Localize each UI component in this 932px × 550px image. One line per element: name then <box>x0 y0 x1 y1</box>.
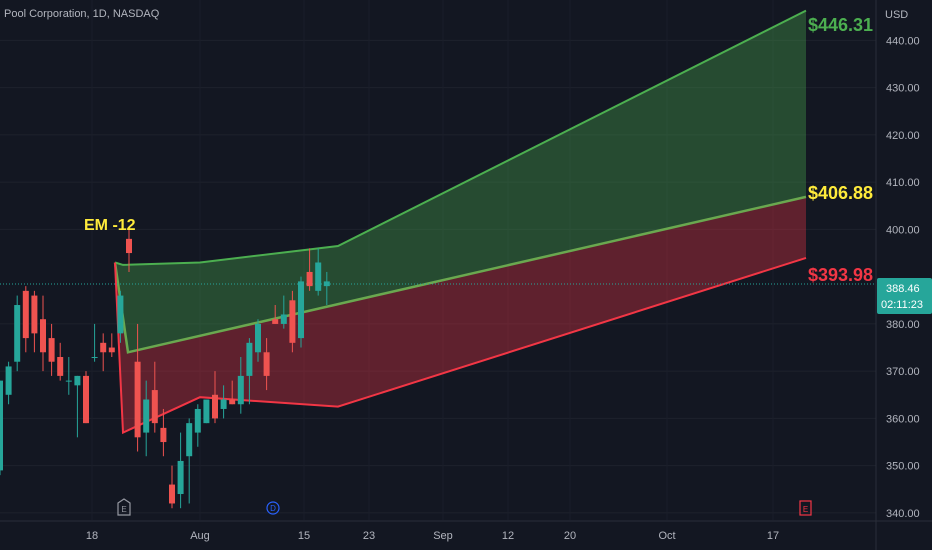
candle[interactable] <box>169 465 175 509</box>
candle[interactable] <box>143 380 150 457</box>
candle[interactable] <box>57 342 64 381</box>
time-tick-label: Sep <box>433 530 453 542</box>
candle[interactable] <box>134 323 141 452</box>
symbol-title[interactable]: Pool Corporation, 1D, NASDAQ <box>4 8 160 20</box>
candle[interactable] <box>177 432 184 509</box>
candle[interactable] <box>272 305 279 324</box>
price-tick-label: 340.00 <box>886 508 920 520</box>
candle[interactable] <box>40 295 46 372</box>
candle[interactable] <box>229 380 236 405</box>
candle[interactable] <box>126 229 132 272</box>
time-tick-label: 23 <box>363 530 375 542</box>
svg-text:02:11:23: 02:11:23 <box>881 299 923 311</box>
dividend-marker[interactable]: D <box>266 501 280 515</box>
candle[interactable] <box>280 295 287 329</box>
em-label: EM -12 <box>84 217 136 234</box>
svg-text:E: E <box>803 505 808 514</box>
candle[interactable] <box>31 290 38 353</box>
price-tick-label: 430.00 <box>886 83 920 95</box>
candle[interactable] <box>289 290 296 353</box>
price-tick-label: 370.00 <box>886 366 920 378</box>
candle[interactable] <box>194 404 201 447</box>
lower-band-line[interactable] <box>114 256 807 435</box>
time-tick-label: 20 <box>564 530 576 542</box>
time-tick-label: Oct <box>658 530 675 542</box>
candlestick-series[interactable] <box>0 229 330 509</box>
upper-band-line[interactable] <box>114 9 807 266</box>
earnings-marker[interactable]: E <box>117 498 131 516</box>
candle[interactable] <box>151 361 158 433</box>
svg-text:E: E <box>121 505 126 514</box>
candle[interactable] <box>22 286 29 353</box>
time-tick-label: 12 <box>502 530 514 542</box>
candle[interactable] <box>298 276 304 348</box>
candle[interactable] <box>306 248 313 291</box>
candle[interactable] <box>5 361 12 405</box>
candle[interactable] <box>212 371 218 424</box>
time-tick-label: Aug <box>190 530 210 542</box>
candle[interactable] <box>108 333 115 357</box>
price-tick-label: 360.00 <box>886 413 920 425</box>
mid-target-label: $406.88 <box>808 183 873 203</box>
candle[interactable] <box>91 323 98 362</box>
candle[interactable] <box>263 338 270 391</box>
price-tick-label: 420.00 <box>886 130 920 142</box>
candle[interactable] <box>237 356 244 414</box>
upper-target-label: $446.31 <box>808 15 873 35</box>
price-tick-label: 440.00 <box>886 35 920 47</box>
earnings-upcoming-marker[interactable]: E <box>799 500 812 516</box>
price-tick-label: 410.00 <box>886 177 920 189</box>
expected-move-bands <box>113 9 807 435</box>
price-axis[interactable]: 440.00 430.00 420.00 410.00 400.00 380.00 370.… <box>886 35 920 519</box>
candle[interactable] <box>160 408 167 457</box>
candle[interactable] <box>74 375 81 438</box>
candle[interactable] <box>203 399 210 424</box>
candle[interactable] <box>14 295 21 372</box>
candle[interactable] <box>315 248 322 296</box>
lower-target-label: $393.98 <box>808 265 873 285</box>
last-price-badge: 388.46 02:11:23 <box>877 278 932 314</box>
mid-band-line[interactable] <box>113 195 807 354</box>
candle[interactable] <box>117 290 124 343</box>
price-tick-label: 380.00 <box>886 319 920 331</box>
time-tick-label: 15 <box>298 530 310 542</box>
candle[interactable] <box>83 371 89 424</box>
candle[interactable] <box>100 333 107 372</box>
svg-text:D: D <box>270 504 276 513</box>
currency-label: USD <box>885 9 908 21</box>
candle[interactable] <box>186 418 193 504</box>
time-axis[interactable]: 18 Aug 15 23 Sep 12 20 Oct 17 <box>86 530 779 542</box>
upside-band-area <box>115 10 806 353</box>
candle[interactable] <box>323 271 330 306</box>
downside-band-area <box>115 196 806 433</box>
price-tick-label: 400.00 <box>886 224 920 236</box>
time-tick-label: 17 <box>767 530 779 542</box>
candle[interactable] <box>65 356 72 395</box>
svg-text:388.46: 388.46 <box>886 283 920 295</box>
candle[interactable] <box>246 338 253 405</box>
candle[interactable] <box>220 385 227 419</box>
candle[interactable] <box>255 319 261 362</box>
time-tick-label: 18 <box>86 530 98 542</box>
price-tick-label: 350.00 <box>886 461 920 473</box>
candle[interactable] <box>48 323 55 376</box>
candle[interactable] <box>0 380 3 476</box>
